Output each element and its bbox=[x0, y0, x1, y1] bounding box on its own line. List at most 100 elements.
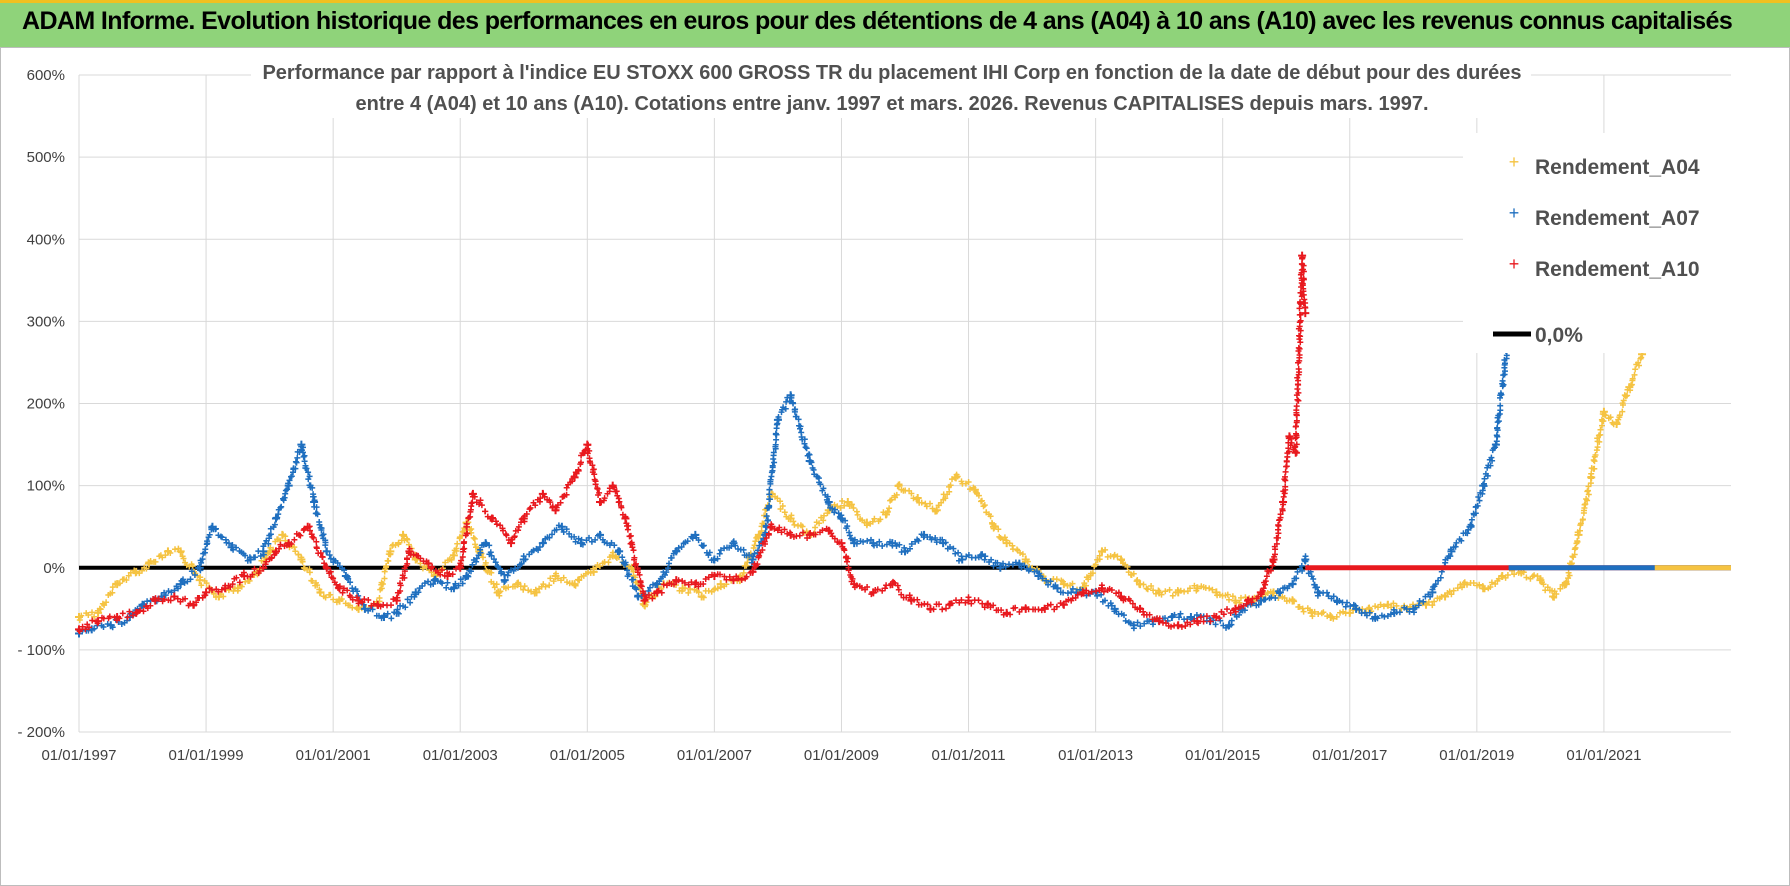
data-point bbox=[500, 576, 509, 585]
series-markers bbox=[76, 323, 1658, 623]
x-tick-label: 01/01/2015 bbox=[1185, 747, 1260, 764]
data-point bbox=[1193, 617, 1202, 626]
data-point bbox=[748, 567, 757, 576]
data-point bbox=[392, 608, 401, 617]
data-point bbox=[1021, 604, 1030, 613]
data-series bbox=[75, 251, 1731, 638]
data-point bbox=[1301, 309, 1310, 318]
data-point bbox=[75, 613, 83, 622]
data-point bbox=[1549, 592, 1558, 601]
data-point bbox=[1097, 547, 1106, 556]
legend-background bbox=[1463, 133, 1731, 353]
data-point bbox=[1225, 621, 1234, 630]
data-point bbox=[894, 481, 903, 490]
data-point bbox=[1314, 588, 1322, 597]
data-point bbox=[710, 555, 719, 564]
data-point bbox=[945, 600, 954, 609]
data-point bbox=[1174, 588, 1183, 597]
data-point bbox=[824, 498, 833, 507]
data-point bbox=[850, 580, 859, 589]
data-point bbox=[970, 485, 979, 494]
data-point bbox=[322, 547, 331, 556]
data-point bbox=[901, 547, 909, 556]
data-point bbox=[1053, 584, 1062, 593]
x-tick-label: 01/01/2005 bbox=[550, 747, 625, 764]
data-point bbox=[1279, 498, 1288, 507]
y-tick-label: - 200% bbox=[17, 724, 65, 741]
banner-title: ADAM Informe. Evolution historique des p… bbox=[22, 7, 1733, 35]
data-point bbox=[271, 514, 280, 523]
data-point bbox=[1244, 596, 1253, 605]
data-point bbox=[615, 547, 624, 556]
data-point bbox=[805, 456, 814, 465]
data-point bbox=[310, 498, 319, 507]
data-point bbox=[195, 563, 204, 572]
data-point bbox=[570, 473, 579, 482]
data-point bbox=[507, 539, 516, 548]
data-point bbox=[767, 522, 776, 531]
data-point bbox=[1167, 613, 1176, 622]
data-point bbox=[151, 596, 160, 605]
data-point bbox=[862, 518, 871, 527]
data-point bbox=[405, 547, 414, 556]
x-tick-label: 01/01/2013 bbox=[1058, 747, 1133, 764]
data-point bbox=[1212, 588, 1221, 597]
grid-lines bbox=[78, 74, 1731, 733]
data-point bbox=[697, 592, 706, 601]
data-point bbox=[144, 559, 153, 568]
x-axis-tick-labels: 01/01/1997 01/01/1999 01/01/2001 01/01/2003… bbox=[41, 747, 1641, 764]
data-point bbox=[1002, 608, 1011, 617]
x-tick-label: 01/01/1999 bbox=[169, 747, 244, 764]
data-point bbox=[1307, 608, 1316, 617]
data-point bbox=[488, 514, 496, 523]
data-point bbox=[634, 592, 643, 601]
data-point bbox=[596, 530, 605, 539]
x-tick-label: 01/01/2021 bbox=[1566, 747, 1641, 764]
data-point bbox=[1625, 383, 1634, 392]
data-point bbox=[1059, 600, 1068, 609]
data-point bbox=[240, 571, 249, 580]
data-point bbox=[1110, 604, 1119, 613]
legend-marker-a07: + bbox=[1509, 203, 1520, 223]
data-point bbox=[1574, 530, 1583, 539]
data-point bbox=[989, 522, 998, 531]
data-point bbox=[360, 604, 369, 613]
data-point bbox=[710, 571, 719, 580]
series-rendement_a07 bbox=[75, 325, 1513, 638]
data-point bbox=[1612, 420, 1621, 429]
data-point bbox=[786, 530, 795, 539]
data-point bbox=[1155, 588, 1164, 597]
data-point bbox=[176, 580, 185, 589]
data-point bbox=[208, 522, 217, 531]
data-point bbox=[316, 588, 325, 597]
data-point bbox=[113, 613, 122, 622]
data-point bbox=[449, 584, 458, 593]
data-point bbox=[259, 547, 268, 556]
data-point bbox=[1136, 580, 1145, 589]
title-background bbox=[251, 56, 1531, 118]
data-point bbox=[1285, 432, 1294, 441]
data-point bbox=[653, 588, 662, 597]
data-point bbox=[1460, 580, 1469, 589]
y-tick-label: 600% bbox=[27, 67, 65, 84]
data-point bbox=[596, 498, 605, 507]
data-point bbox=[138, 600, 147, 609]
performance-chart: - 200% - 100% 0% 100% 200% 300% 400% 500% 600% 0… bbox=[17, 56, 1731, 764]
data-point bbox=[1275, 588, 1284, 597]
data-point bbox=[1040, 604, 1049, 613]
data-point bbox=[958, 555, 967, 564]
data-point bbox=[1409, 604, 1418, 613]
data-point bbox=[583, 440, 592, 449]
data-point bbox=[824, 526, 833, 535]
data-point bbox=[1155, 617, 1164, 626]
data-point bbox=[424, 559, 433, 568]
data-point bbox=[221, 584, 230, 593]
data-point bbox=[1174, 621, 1183, 630]
y-axis-tick-labels: - 200% - 100% 0% 100% 200% 300% 400% 500% 600% bbox=[17, 67, 65, 741]
data-point bbox=[195, 576, 204, 585]
data-point bbox=[920, 530, 929, 539]
data-point bbox=[176, 547, 185, 556]
data-point bbox=[589, 567, 598, 576]
data-point bbox=[519, 555, 528, 564]
data-point bbox=[1447, 547, 1456, 556]
